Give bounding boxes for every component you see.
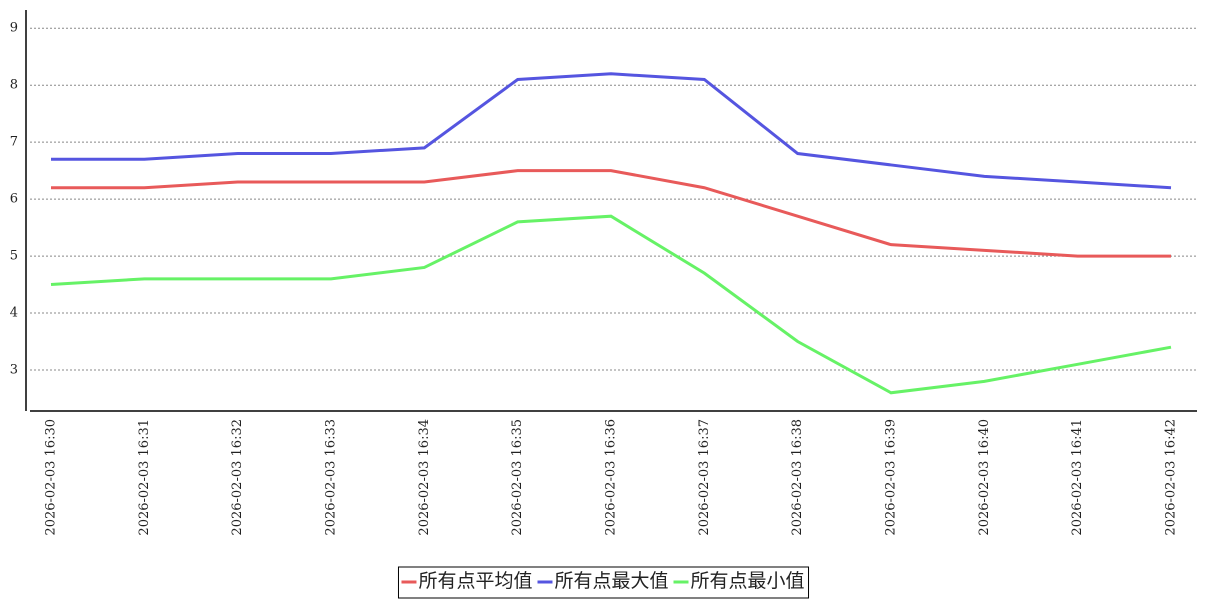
x-tick-label: 2026-02-03 16:33 <box>324 419 339 536</box>
x-tick-label: 2026-02-03 16:35 <box>510 419 525 536</box>
x-tick-label: 2026-02-03 16:37 <box>697 419 712 536</box>
series-line <box>50 214 1172 395</box>
y-tick-label: 4 <box>10 306 18 321</box>
x-tick-label: 2026-02-03 16:30 <box>44 419 59 536</box>
legend-box <box>397 566 810 599</box>
x-tick-label: 2026-02-03 16:42 <box>1164 419 1179 536</box>
y-tick-label: 6 <box>10 192 18 207</box>
x-tick-label: 2026-02-03 16:38 <box>790 419 805 536</box>
y-tick-label: 8 <box>10 78 18 93</box>
x-tick-label: 2026-02-03 16:32 <box>230 419 245 536</box>
legend-label: 所有点最小值 <box>691 570 805 592</box>
x-tick-label: 2026-02-03 16:40 <box>977 419 992 536</box>
x-tick-label: 2026-02-03 16:34 <box>417 419 432 536</box>
x-tick-label: 2026-02-03 16:31 <box>137 419 152 536</box>
y-tick-label: 7 <box>10 135 18 150</box>
series-line <box>51 72 1172 190</box>
x-tick-label: 2026-02-03 16:39 <box>884 419 899 536</box>
series-line <box>51 169 1171 258</box>
x-tick-label: 2026-02-03 16:41 <box>1070 419 1085 536</box>
legend-label: 所有点最大值 <box>554 570 668 592</box>
x-tick-label: 2026-02-03 16:36 <box>604 419 619 536</box>
legend-label: 所有点平均值 <box>418 570 532 592</box>
y-tick-label: 3 <box>10 362 18 377</box>
y-tick-label: 9 <box>10 21 18 36</box>
y-tick-label: 5 <box>10 249 18 264</box>
